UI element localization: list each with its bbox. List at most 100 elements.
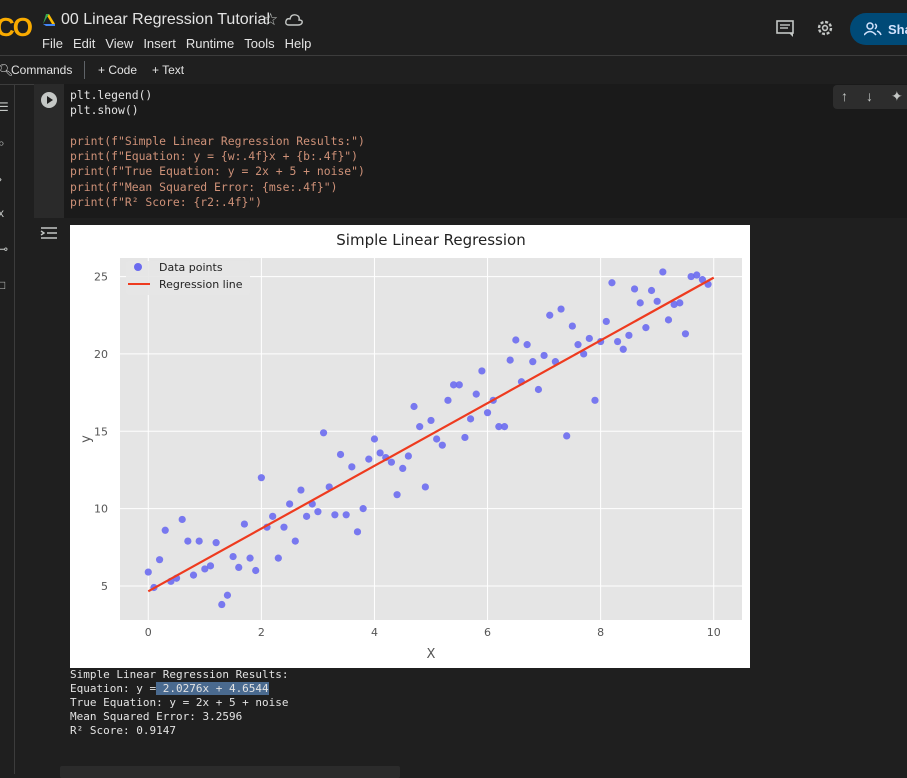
add-text-button[interactable]: + Text bbox=[152, 63, 185, 77]
menu-insert[interactable]: Insert bbox=[143, 36, 176, 51]
regression-chart: Simple Linear Regression 0 2 4 6 8 10 5 10 15 20 2… bbox=[79, 231, 742, 662]
legend: Data points Regression line bbox=[126, 261, 250, 295]
move-up-icon[interactable]: ↑ bbox=[841, 88, 848, 104]
menu-tools[interactable]: Tools bbox=[244, 36, 275, 51]
data-point bbox=[614, 337, 622, 346]
menu-runtime[interactable]: Runtime bbox=[185, 36, 235, 51]
data-point bbox=[557, 305, 565, 313]
data-point bbox=[625, 331, 633, 339]
data-point bbox=[376, 449, 384, 457]
notebook-title[interactable]: 00 Linear Regression Tutorial bbox=[61, 11, 271, 28]
output-line: True Equation: y = 2x + 5 + noise bbox=[70, 696, 289, 709]
code-cell[interactable] bbox=[34, 84, 907, 218]
data-point bbox=[580, 350, 588, 358]
x-tick-label: 0 bbox=[145, 626, 152, 639]
data-point bbox=[348, 463, 356, 471]
next-section-heading bbox=[60, 766, 400, 778]
data-point bbox=[189, 571, 198, 579]
find-icon[interactable]: ⌕ bbox=[0, 136, 5, 150]
data-point bbox=[257, 474, 265, 482]
data-point bbox=[495, 423, 503, 431]
data-point bbox=[161, 526, 169, 534]
data-point bbox=[687, 272, 695, 281]
output-line: Mean Squared Error: 3.2596 bbox=[70, 710, 243, 723]
gear-icon[interactable] bbox=[815, 18, 835, 38]
y-tick-label: 15 bbox=[94, 425, 108, 438]
cloud-saved-icon[interactable] bbox=[285, 13, 303, 27]
data-point bbox=[534, 385, 543, 394]
data-point bbox=[630, 285, 639, 293]
data-point bbox=[212, 539, 220, 547]
data-point bbox=[399, 464, 407, 472]
move-down-icon[interactable]: ↓ bbox=[866, 88, 873, 104]
data-point bbox=[523, 341, 531, 349]
data-point bbox=[693, 271, 701, 279]
data-point bbox=[353, 528, 362, 536]
data-point bbox=[681, 330, 690, 338]
data-point bbox=[619, 345, 627, 353]
share-button[interactable]: Sha bbox=[850, 13, 907, 45]
menu-view[interactable]: View bbox=[105, 36, 134, 51]
menu-help[interactable]: Help bbox=[284, 36, 312, 51]
share-label: Sha bbox=[888, 21, 907, 37]
data-point bbox=[410, 402, 418, 411]
data-point bbox=[195, 537, 203, 545]
y-tick-label: 20 bbox=[94, 348, 108, 361]
x-axis-label: X bbox=[427, 647, 436, 662]
commands-button[interactable]: Commands bbox=[11, 63, 73, 77]
comment-icon[interactable] bbox=[775, 18, 795, 38]
data-point bbox=[506, 356, 514, 364]
grid bbox=[120, 258, 742, 620]
data-point bbox=[291, 537, 299, 545]
data-point bbox=[642, 324, 650, 332]
data-point bbox=[155, 556, 164, 564]
data-point bbox=[359, 505, 367, 513]
menu-bar: File Edit View Insert Runtime Tools Help bbox=[42, 36, 321, 51]
data-point bbox=[444, 396, 452, 404]
output-line: R² Score: 0.9147 bbox=[70, 724, 176, 737]
code-line: plt.show() bbox=[70, 103, 139, 118]
notebook-toolbar: 🔍︎ Commands + Code + Text bbox=[0, 55, 907, 85]
code-editor[interactable]: plt.legend() plt.show() print(f"Simple Li… bbox=[70, 88, 365, 210]
output-line: Simple Linear Regression Results: bbox=[70, 668, 289, 681]
add-code-button[interactable]: + Code bbox=[98, 63, 138, 77]
data-point bbox=[229, 552, 237, 561]
legend-label-data-points: Data points bbox=[159, 261, 223, 274]
menu-file[interactable]: File bbox=[42, 36, 63, 51]
y-tick-label: 5 bbox=[101, 580, 108, 593]
regression-line bbox=[147, 276, 715, 593]
legend-box bbox=[126, 261, 250, 295]
menu-edit[interactable]: Edit bbox=[72, 36, 96, 51]
data-point bbox=[252, 566, 260, 575]
data-point bbox=[416, 423, 424, 431]
equation-value-selected[interactable]: 2.0276x + 4.6544 bbox=[156, 682, 269, 695]
code-line: print(f"Equation: y = {w:.4f}x + {b:.4f}… bbox=[70, 149, 359, 164]
colab-logo[interactable]: CO bbox=[0, 12, 33, 42]
data-point bbox=[387, 458, 396, 466]
x-tick-label: 8 bbox=[597, 626, 604, 639]
sparkle-icon[interactable]: ✦ bbox=[891, 88, 903, 104]
data-point bbox=[478, 367, 486, 375]
star-icon[interactable]: ☆ bbox=[263, 10, 279, 29]
data-point bbox=[393, 491, 401, 499]
code-line: print(f"Mean Squared Error: {mse:.4f}") bbox=[70, 179, 338, 194]
data-point bbox=[206, 562, 215, 570]
files-icon[interactable]: □ bbox=[0, 278, 6, 292]
code-line bbox=[70, 119, 365, 134]
data-point bbox=[653, 297, 661, 305]
code-snippets-icon[interactable]: › bbox=[0, 172, 10, 186]
data-point bbox=[201, 565, 209, 573]
data-point bbox=[500, 423, 509, 431]
data-point bbox=[184, 537, 192, 545]
data-point bbox=[608, 279, 616, 287]
data-point bbox=[540, 351, 548, 360]
secrets-icon[interactable]: ⊸ bbox=[0, 242, 9, 256]
output-toggle-icon[interactable] bbox=[40, 226, 58, 240]
data-point bbox=[178, 515, 186, 524]
data-point bbox=[676, 299, 684, 307]
data-point bbox=[370, 435, 379, 443]
run-cell-button[interactable] bbox=[41, 92, 57, 108]
data-point bbox=[602, 317, 610, 326]
table-of-contents-icon[interactable]: ☰ bbox=[0, 100, 9, 114]
variables-icon[interactable]: x bbox=[0, 206, 4, 220]
